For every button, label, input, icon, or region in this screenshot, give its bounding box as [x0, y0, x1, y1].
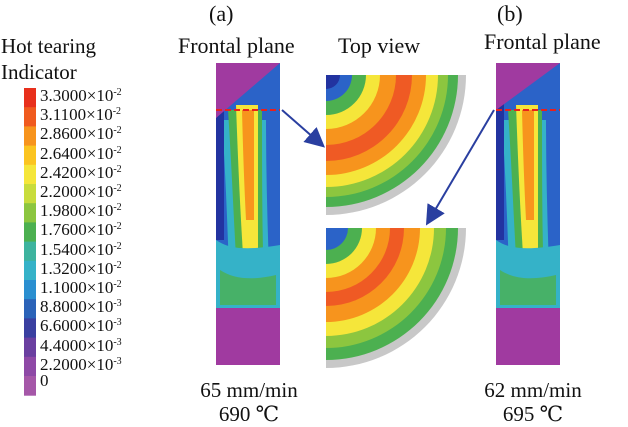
legend-title-line2: Indicator	[1, 60, 77, 84]
legend-tick-label: 2.8600×10-2	[40, 124, 122, 144]
legend-swatch	[24, 88, 36, 108]
legend-swatch	[24, 107, 36, 127]
frontal-plane-b	[496, 63, 560, 365]
legend-swatch	[24, 376, 36, 396]
legend-swatch	[24, 280, 36, 300]
legend-swatch	[24, 299, 36, 319]
arrow-to-bottom-view	[425, 109, 495, 226]
label-b: (b)	[497, 1, 523, 26]
legend-swatch	[24, 164, 36, 185]
legend-tick-label: 2.2000×10-3	[40, 354, 122, 374]
legend-title-line1: Hot tearing	[1, 34, 97, 58]
legend-tick-label: 3.3000×10-2	[40, 86, 122, 105]
legend-tick-label: 1.3200×10-2	[40, 258, 122, 278]
legend-swatch	[24, 318, 36, 339]
top-view-upper	[326, 75, 466, 215]
legend-tick-label: 1.9800×10-2	[40, 201, 122, 221]
top-view-lower	[326, 228, 466, 368]
frontal-plane-a	[216, 63, 280, 365]
arrow-to-top-view	[281, 109, 326, 148]
legend-tick-label: 2.4200×10-2	[40, 162, 122, 182]
legend-swatch	[24, 145, 36, 166]
legend-tick-label: 0	[40, 371, 49, 390]
title-frontal-plane-a: Frontal plane	[178, 33, 295, 58]
legend-swatch	[24, 184, 36, 204]
legend-tick-label: 8.8000×10-3	[40, 297, 122, 317]
legend-tick-label: 6.6000×10-3	[40, 316, 122, 336]
legend-swatch	[24, 203, 36, 223]
legend-swatch	[24, 356, 36, 377]
title-frontal-plane-b: Frontal plane	[484, 29, 601, 54]
legend-tick-label: 3.1100×10-2	[40, 105, 122, 125]
caption-a-speed: 65 mm/min	[200, 378, 298, 402]
legend-tick-label: 1.5400×10-2	[40, 239, 122, 259]
caption-b-speed: 62 mm/min	[484, 378, 582, 402]
label-a: (a)	[209, 1, 234, 26]
legend-tick-label: 1.7600×10-2	[40, 220, 122, 240]
legend-tick-label: 1.1000×10-2	[40, 278, 122, 297]
legend-swatch	[24, 126, 36, 147]
caption-a-temp: 690 ℃	[218, 402, 280, 426]
legend-swatch	[24, 222, 36, 243]
legend-swatch	[24, 337, 36, 358]
legend-tick-label: 2.2000×10-2	[40, 182, 122, 201]
title-top-view: Top view	[338, 33, 421, 58]
legend-tick-label: 4.4000×10-3	[40, 335, 122, 355]
legend-colorbar	[24, 88, 36, 396]
legend-swatch	[24, 260, 36, 281]
caption-b-temp: 695 ℃	[502, 402, 564, 426]
legend-tick-label: 2.6400×10-2	[40, 143, 122, 163]
legend-swatch	[24, 241, 36, 262]
